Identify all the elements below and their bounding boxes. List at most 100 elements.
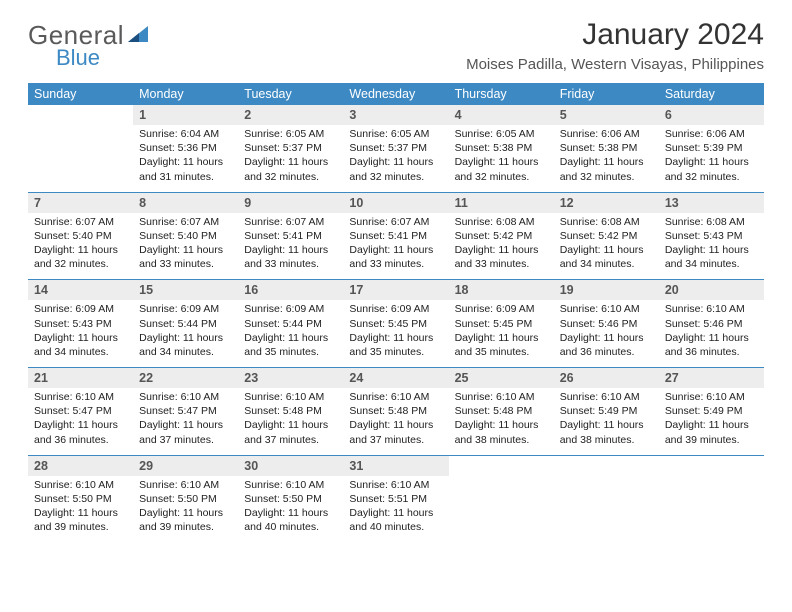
brand-block: General Blue xyxy=(28,18,149,71)
sunset-line: Sunset: 5:46 PM xyxy=(560,317,653,331)
day-number-row: 21222324252627 xyxy=(28,368,764,388)
daylight-line: Daylight: 11 hours and 34 minutes. xyxy=(665,243,758,271)
day-number-cell: 14 xyxy=(28,280,133,300)
sunrise-line: Sunrise: 6:04 AM xyxy=(139,127,232,141)
day-number-row: 78910111213 xyxy=(28,193,764,213)
daylight-line: Daylight: 11 hours and 33 minutes. xyxy=(139,243,232,271)
header: General Blue January 2024 Moises Padilla… xyxy=(28,18,764,73)
day-number-cell: 7 xyxy=(28,193,133,213)
day-number-row: 28293031 xyxy=(28,456,764,476)
weekday-header: Monday xyxy=(133,83,238,105)
sunset-line: Sunset: 5:45 PM xyxy=(455,317,548,331)
day-number-cell: 18 xyxy=(449,280,554,300)
sunset-line: Sunset: 5:40 PM xyxy=(34,229,127,243)
sunrise-line: Sunrise: 6:10 AM xyxy=(244,478,337,492)
day-number-row: 123456 xyxy=(28,105,764,125)
weekday-header: Friday xyxy=(554,83,659,105)
sunrise-line: Sunrise: 6:06 AM xyxy=(560,127,653,141)
sunset-line: Sunset: 5:43 PM xyxy=(34,317,127,331)
day-number-cell: 29 xyxy=(133,456,238,476)
day-number-cell xyxy=(554,456,659,476)
sunrise-line: Sunrise: 6:09 AM xyxy=(244,302,337,316)
daylight-line: Daylight: 11 hours and 37 minutes. xyxy=(139,418,232,446)
weekday-header: Sunday xyxy=(28,83,133,105)
daylight-line: Daylight: 11 hours and 33 minutes. xyxy=(244,243,337,271)
sunrise-line: Sunrise: 6:10 AM xyxy=(560,302,653,316)
sunrise-line: Sunrise: 6:06 AM xyxy=(665,127,758,141)
day-number-cell xyxy=(449,456,554,476)
day-data-row: Sunrise: 6:10 AMSunset: 5:47 PMDaylight:… xyxy=(28,388,764,455)
title-block: January 2024 Moises Padilla, Western Vis… xyxy=(466,18,764,73)
day-data-cell: Sunrise: 6:08 AMSunset: 5:42 PMDaylight:… xyxy=(449,213,554,280)
day-data-cell: Sunrise: 6:10 AMSunset: 5:47 PMDaylight:… xyxy=(28,388,133,455)
sunset-line: Sunset: 5:48 PM xyxy=(244,404,337,418)
day-number-cell: 27 xyxy=(659,368,764,388)
daylight-line: Daylight: 11 hours and 38 minutes. xyxy=(560,418,653,446)
sunset-line: Sunset: 5:42 PM xyxy=(560,229,653,243)
location-label: Moises Padilla, Western Visayas, Philipp… xyxy=(466,56,764,73)
weekday-header: Wednesday xyxy=(343,83,448,105)
day-number-cell: 10 xyxy=(343,193,448,213)
day-number-cell: 9 xyxy=(238,193,343,213)
day-number-cell: 25 xyxy=(449,368,554,388)
day-data-cell: Sunrise: 6:05 AMSunset: 5:38 PMDaylight:… xyxy=(449,125,554,192)
day-data-cell: Sunrise: 6:04 AMSunset: 5:36 PMDaylight:… xyxy=(133,125,238,192)
daylight-line: Daylight: 11 hours and 36 minutes. xyxy=(665,331,758,359)
day-number-cell: 15 xyxy=(133,280,238,300)
day-data-cell: Sunrise: 6:10 AMSunset: 5:50 PMDaylight:… xyxy=(238,476,343,543)
weekday-header: Saturday xyxy=(659,83,764,105)
weekday-header-row: Sunday Monday Tuesday Wednesday Thursday… xyxy=(28,83,764,105)
daylight-line: Daylight: 11 hours and 40 minutes. xyxy=(244,506,337,534)
day-data-cell: Sunrise: 6:10 AMSunset: 5:48 PMDaylight:… xyxy=(449,388,554,455)
daylight-line: Daylight: 11 hours and 39 minutes. xyxy=(139,506,232,534)
day-number-row: 14151617181920 xyxy=(28,280,764,300)
daylight-line: Daylight: 11 hours and 32 minutes. xyxy=(34,243,127,271)
sunrise-line: Sunrise: 6:09 AM xyxy=(455,302,548,316)
sunset-line: Sunset: 5:49 PM xyxy=(665,404,758,418)
sunset-line: Sunset: 5:48 PM xyxy=(349,404,442,418)
day-data-row: Sunrise: 6:04 AMSunset: 5:36 PMDaylight:… xyxy=(28,125,764,192)
day-data-cell: Sunrise: 6:10 AMSunset: 5:49 PMDaylight:… xyxy=(554,388,659,455)
day-data-cell: Sunrise: 6:07 AMSunset: 5:41 PMDaylight:… xyxy=(343,213,448,280)
day-data-cell xyxy=(28,125,133,192)
daylight-line: Daylight: 11 hours and 32 minutes. xyxy=(244,155,337,183)
weekday-header: Tuesday xyxy=(238,83,343,105)
day-number-cell: 20 xyxy=(659,280,764,300)
daylight-line: Daylight: 11 hours and 34 minutes. xyxy=(139,331,232,359)
sunrise-line: Sunrise: 6:09 AM xyxy=(139,302,232,316)
day-data-row: Sunrise: 6:07 AMSunset: 5:40 PMDaylight:… xyxy=(28,213,764,280)
daylight-line: Daylight: 11 hours and 32 minutes. xyxy=(455,155,548,183)
day-data-cell: Sunrise: 6:10 AMSunset: 5:48 PMDaylight:… xyxy=(343,388,448,455)
sunrise-line: Sunrise: 6:08 AM xyxy=(560,215,653,229)
daylight-line: Daylight: 11 hours and 31 minutes. xyxy=(139,155,232,183)
daylight-line: Daylight: 11 hours and 34 minutes. xyxy=(560,243,653,271)
sunrise-line: Sunrise: 6:09 AM xyxy=(34,302,127,316)
sunrise-line: Sunrise: 6:07 AM xyxy=(349,215,442,229)
day-data-cell: Sunrise: 6:10 AMSunset: 5:50 PMDaylight:… xyxy=(133,476,238,543)
sunset-line: Sunset: 5:50 PM xyxy=(34,492,127,506)
day-data-cell: Sunrise: 6:07 AMSunset: 5:40 PMDaylight:… xyxy=(133,213,238,280)
sunset-line: Sunset: 5:37 PM xyxy=(244,141,337,155)
day-number-cell xyxy=(28,105,133,125)
day-data-cell: Sunrise: 6:06 AMSunset: 5:39 PMDaylight:… xyxy=(659,125,764,192)
sunrise-line: Sunrise: 6:05 AM xyxy=(349,127,442,141)
day-data-cell xyxy=(554,476,659,543)
daylight-line: Daylight: 11 hours and 35 minutes. xyxy=(349,331,442,359)
sunrise-line: Sunrise: 6:08 AM xyxy=(455,215,548,229)
sunset-line: Sunset: 5:50 PM xyxy=(244,492,337,506)
sunrise-line: Sunrise: 6:10 AM xyxy=(139,478,232,492)
day-number-cell: 3 xyxy=(343,105,448,125)
sunset-line: Sunset: 5:43 PM xyxy=(665,229,758,243)
daylight-line: Daylight: 11 hours and 39 minutes. xyxy=(665,418,758,446)
brand-mark-icon xyxy=(127,22,149,49)
sunrise-line: Sunrise: 6:07 AM xyxy=(34,215,127,229)
day-data-cell: Sunrise: 6:10 AMSunset: 5:46 PMDaylight:… xyxy=(554,300,659,367)
sunset-line: Sunset: 5:49 PM xyxy=(560,404,653,418)
calendar-page: General Blue January 2024 Moises Padilla… xyxy=(0,0,792,612)
day-data-cell: Sunrise: 6:09 AMSunset: 5:44 PMDaylight:… xyxy=(238,300,343,367)
day-data-cell: Sunrise: 6:07 AMSunset: 5:40 PMDaylight:… xyxy=(28,213,133,280)
daylight-line: Daylight: 11 hours and 37 minutes. xyxy=(349,418,442,446)
daylight-line: Daylight: 11 hours and 37 minutes. xyxy=(244,418,337,446)
daylight-line: Daylight: 11 hours and 40 minutes. xyxy=(349,506,442,534)
day-number-cell: 5 xyxy=(554,105,659,125)
